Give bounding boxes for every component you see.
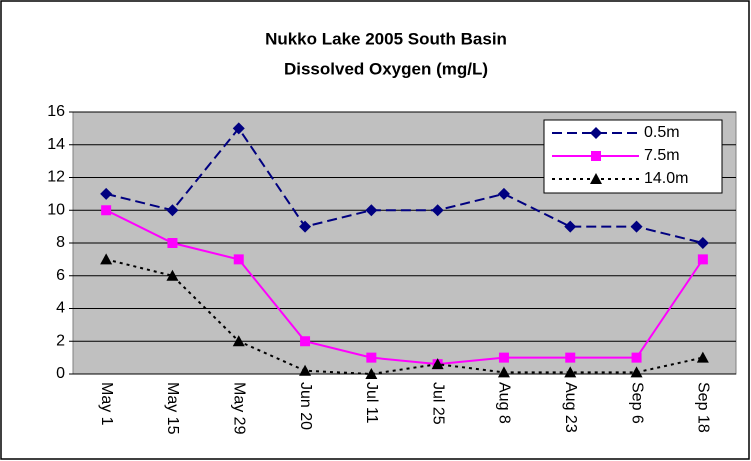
marker xyxy=(630,366,643,378)
x-tick-label: May 1 xyxy=(98,382,115,426)
marker xyxy=(564,220,577,233)
marker xyxy=(431,358,444,370)
marker xyxy=(365,204,378,217)
marker xyxy=(696,237,709,249)
series-line xyxy=(105,209,704,366)
marker xyxy=(497,366,510,378)
x-tick-label: Jun 20 xyxy=(297,382,314,430)
chart-title: Nukko Lake 2005 South Basin xyxy=(265,29,507,48)
chart-title: Dissolved Oxygen (mg/L) xyxy=(284,59,488,78)
marker xyxy=(696,351,709,363)
x-tick-label: Jul 11 xyxy=(363,382,380,424)
legend-label: 7.5m xyxy=(644,147,680,164)
y-tick-label: 4 xyxy=(56,300,65,317)
series-line xyxy=(105,258,704,376)
y-tick-label: 2 xyxy=(56,332,65,349)
marker xyxy=(365,368,378,379)
marker xyxy=(166,269,179,281)
x-tick-label: Aug 23 xyxy=(562,382,579,433)
y-tick-label: 16 xyxy=(47,103,65,120)
series-line xyxy=(105,126,704,244)
legend-label: 14.0m xyxy=(644,170,688,187)
marker xyxy=(431,204,444,217)
x-tick-label: Sep 18 xyxy=(695,382,712,433)
marker xyxy=(564,366,577,378)
marker xyxy=(233,254,244,265)
marker xyxy=(697,254,708,265)
marker xyxy=(100,187,113,200)
x-tick-label: Jul 25 xyxy=(429,382,446,425)
marker xyxy=(232,122,245,135)
marker xyxy=(232,335,245,347)
marker xyxy=(101,205,112,216)
marker xyxy=(631,352,642,363)
marker xyxy=(497,187,510,200)
y-tick-label: 14 xyxy=(47,136,65,153)
legend-marker xyxy=(591,151,601,161)
legend-label: 0.5m xyxy=(644,124,680,141)
x-tick-label: Sep 6 xyxy=(628,382,645,424)
marker xyxy=(299,220,312,233)
marker xyxy=(630,220,643,233)
y-tick-label: 0 xyxy=(56,365,65,382)
marker xyxy=(100,253,113,265)
marker xyxy=(366,352,377,363)
legend-marker xyxy=(590,173,602,184)
x-tick-label: May 29 xyxy=(231,382,248,435)
x-tick-label: Aug 8 xyxy=(496,382,513,424)
marker xyxy=(167,238,178,248)
y-tick-label: 8 xyxy=(56,234,65,251)
marker xyxy=(498,352,509,363)
y-tick-label: 10 xyxy=(47,201,65,218)
legend-marker xyxy=(590,127,602,139)
y-tick-label: 12 xyxy=(47,169,65,186)
marker xyxy=(565,352,576,363)
marker xyxy=(299,364,312,376)
marker xyxy=(300,336,311,347)
y-tick-label: 6 xyxy=(56,267,65,284)
x-tick-label: May 15 xyxy=(164,382,181,435)
marker xyxy=(166,204,179,217)
